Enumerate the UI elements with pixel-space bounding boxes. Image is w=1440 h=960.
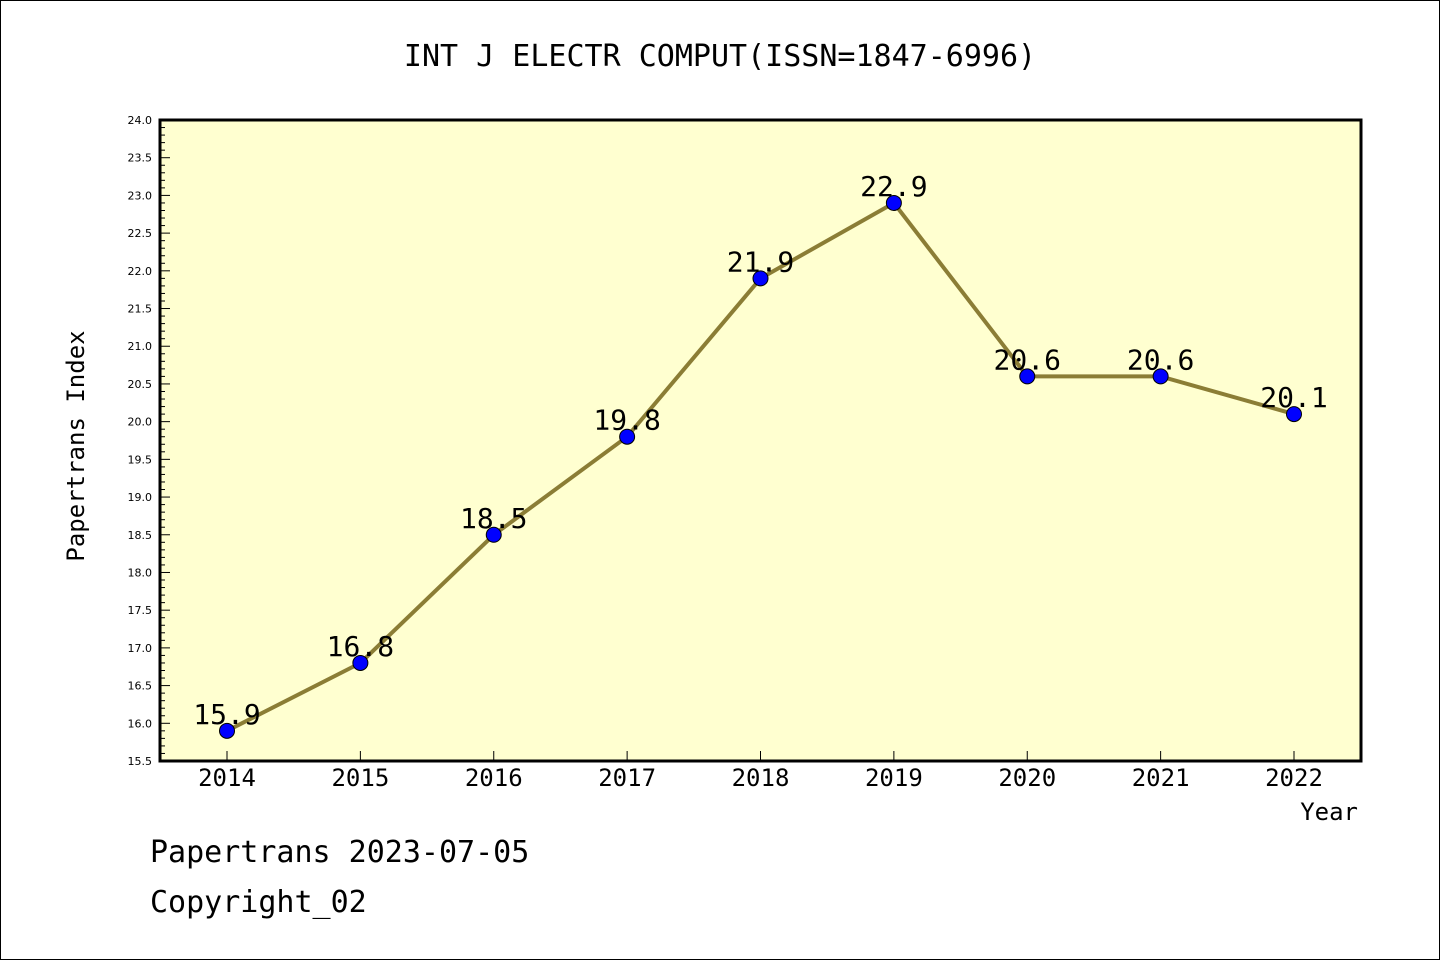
footer-copyright: Copyright_02	[150, 885, 367, 920]
y-tick-label: 21.0	[128, 340, 153, 353]
y-tick-label: 20.0	[128, 416, 153, 429]
data-point	[752, 270, 769, 287]
data-point	[1286, 406, 1302, 423]
y-tick-label: 22.5	[128, 227, 153, 240]
x-tick-label: 2014	[198, 764, 256, 792]
y-tick-label: 22.0	[128, 265, 153, 278]
x-axis-label: Year	[1300, 798, 1358, 826]
footer-date: Papertrans 2023-07-05	[150, 835, 530, 870]
data-label: 20.6	[994, 343, 1061, 376]
y-tick-label: 24.0	[128, 114, 153, 127]
data-point	[485, 526, 502, 543]
data-point	[885, 194, 902, 211]
data-label: 18.5	[460, 502, 527, 535]
y-tick-label: 18.5	[128, 529, 153, 542]
data-label: 15.9	[193, 698, 260, 731]
data-label: 20.6	[1127, 343, 1194, 376]
data-markers	[219, 194, 1302, 739]
x-axis: 2014 2015 2016 2017 2018 2019 2020 2021 2022	[198, 751, 1323, 792]
x-tick-label: 2021	[1132, 764, 1190, 792]
y-tick-label: 23.0	[128, 189, 153, 202]
chart-title: INT J ELECTR COMPUT(ISSN=1847-6996)	[404, 39, 1036, 74]
data-point	[1152, 368, 1169, 385]
plot-area	[158, 118, 1363, 763]
y-tick-label: 16.0	[128, 717, 153, 730]
y-tick-label: 18.0	[128, 566, 153, 579]
y-tick-label: 23.5	[128, 152, 153, 165]
data-label: 16.8	[327, 630, 394, 663]
y-axis: 15.5 16.0 16.5 17.0 17.5 18.0 18.5 19.0 19.5 20.0…	[128, 114, 170, 768]
data-labels: 15.9 16.8 18.5 19.8 21.9 22.9 20.6 20.6 20.1	[193, 170, 1327, 731]
x-tick-label: 2017	[598, 764, 656, 792]
data-label: 20.1	[1260, 381, 1327, 414]
data-label: 21.9	[727, 245, 794, 278]
y-tick-label: 19.5	[128, 453, 153, 466]
y-tick-label: 17.0	[128, 642, 153, 655]
y-tick-label: 21.5	[128, 303, 153, 316]
y-tick-label: 17.5	[128, 604, 153, 617]
x-tick-label: 2022	[1265, 764, 1323, 792]
data-point	[1019, 368, 1036, 385]
data-label: 22.9	[860, 170, 927, 203]
data-point	[219, 722, 235, 739]
data-point	[352, 654, 369, 671]
y-tick-label: 19.0	[128, 491, 153, 504]
y-tick-label: 20.5	[128, 378, 153, 391]
x-tick-label: 2015	[331, 764, 389, 792]
y-axis-label: Papertrans Index	[62, 330, 90, 561]
x-tick-label: 2016	[465, 764, 523, 792]
data-point	[619, 428, 636, 445]
x-tick-label: 2018	[732, 764, 790, 792]
y-tick-label: 15.5	[128, 755, 153, 768]
x-tick-label: 2019	[865, 764, 923, 792]
data-label: 19.8	[593, 404, 660, 437]
y-tick-label: 16.5	[128, 680, 153, 693]
x-tick-label: 2020	[998, 764, 1056, 792]
